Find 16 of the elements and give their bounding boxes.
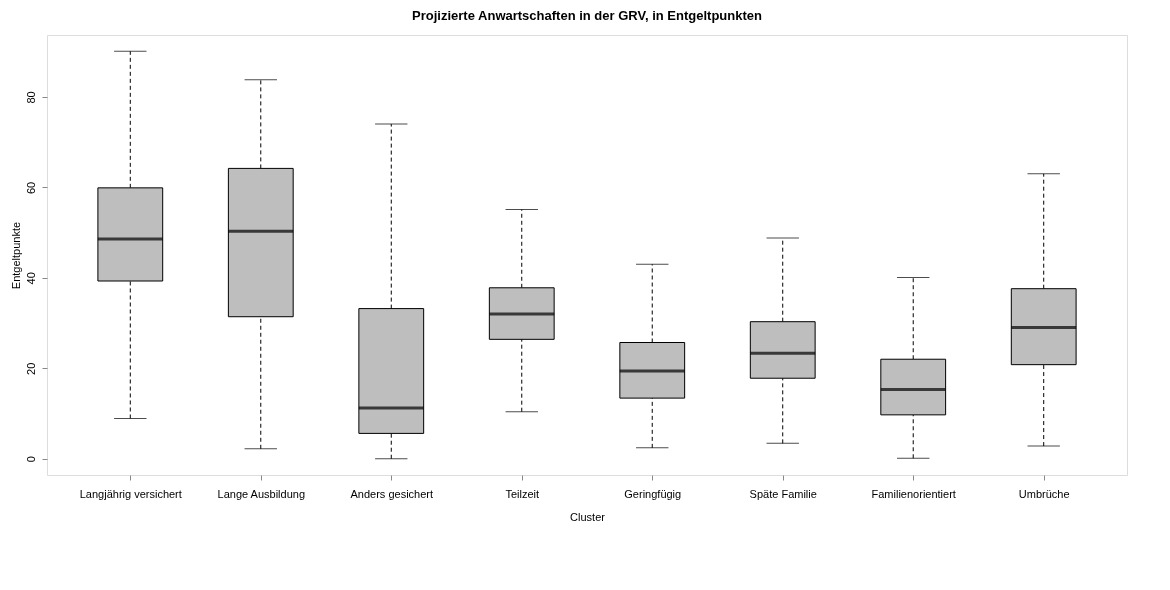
- x-tick-label: Lange Ausbildung: [217, 487, 306, 500]
- chart-title: Projizierte Anwartschaften in der GRV, in Entgeltpunkten: [412, 8, 762, 23]
- y-tick-label: 40: [24, 272, 37, 285]
- x-tick-label: Familienorientiert: [871, 487, 956, 500]
- x-tick-label: Späte Familie: [749, 487, 817, 500]
- y-axis-title: Entgeltpunkte: [9, 221, 22, 290]
- x-tick-label: Geringfügig: [624, 487, 682, 500]
- x-tick-label: Langjährig versichert: [79, 487, 182, 500]
- y-tick-label: 80: [24, 91, 37, 104]
- x-axis-title: Cluster: [570, 510, 606, 523]
- x-tick-label: Anders gesichert: [350, 487, 434, 500]
- y-tick-label: 20: [24, 362, 37, 375]
- x-tick-label: Umbrüche: [1018, 487, 1070, 500]
- x-tick-label: Teilzeit: [505, 487, 540, 500]
- y-tick-label: 60: [24, 181, 37, 195]
- y-tick-label: 0: [24, 456, 37, 463]
